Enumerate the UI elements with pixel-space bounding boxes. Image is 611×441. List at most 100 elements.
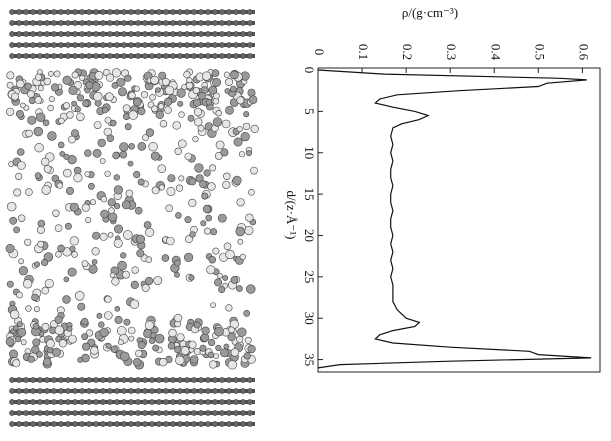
molecule-atom: [143, 221, 152, 229]
carbon-atom: [184, 377, 190, 383]
carbon-atom: [23, 53, 29, 59]
molecule-atom: [82, 99, 90, 107]
molecule-atom: [131, 266, 139, 274]
molecule-atom: [98, 321, 105, 328]
carbon-atom: [240, 42, 246, 48]
molecule-atom: [56, 182, 63, 189]
carbon-atom: [58, 31, 64, 37]
molecule-atom: [113, 185, 123, 195]
molecule-atom: [13, 188, 22, 197]
molecule-atom: [123, 230, 133, 240]
molecule-atom: [74, 290, 85, 301]
molecule-atom: [85, 329, 94, 337]
molecule-atom: [193, 321, 201, 329]
molecule-atom: [185, 235, 194, 244]
molecule-atom: [41, 185, 51, 195]
carbon-atom: [198, 410, 204, 416]
molecule-atom: [197, 124, 205, 132]
carbon-atom: [184, 9, 190, 15]
carbon-atom: [16, 53, 22, 59]
carbon-atom: [107, 20, 113, 26]
molecule-atom: [193, 107, 203, 117]
plot-frame: [317, 67, 601, 373]
carbon-atom: [107, 42, 113, 48]
molecule-atom: [68, 334, 77, 344]
carbon-atom: [177, 377, 183, 383]
molecule-atom: [81, 342, 91, 351]
carbon-atom: [51, 388, 57, 394]
carbon-atom: [128, 9, 134, 15]
molecule-atom: [57, 244, 65, 253]
carbon-atom: [184, 20, 190, 26]
carbon-atom: [163, 399, 169, 405]
carbon-atom: [212, 410, 218, 416]
molecule-atom: [9, 216, 18, 225]
molecule-atom: [159, 119, 168, 128]
molecule-atom: [130, 280, 139, 290]
molecule-atom: [150, 75, 159, 85]
molecule-atom: [107, 198, 116, 207]
carbon-atom: [37, 31, 43, 37]
molecule-atom: [44, 278, 54, 289]
rho-tick-label: 0.6: [576, 44, 591, 61]
molecule-atom: [13, 226, 20, 234]
molecule-atom: [183, 70, 191, 79]
carbon-atom: [30, 42, 36, 48]
molecule-atom: [90, 346, 99, 355]
carbon-atom: [226, 31, 232, 37]
carbon-atom: [142, 53, 148, 59]
carbon-atom: [58, 399, 64, 405]
molecule-atom: [62, 247, 72, 257]
carbon-atom: [114, 399, 120, 405]
carbon-atom: [219, 9, 225, 15]
molecule-atom: [20, 339, 27, 346]
carbon-atom: [58, 388, 64, 394]
carbon-atom: [226, 388, 232, 394]
molecule-atom: [68, 85, 78, 95]
carbon-atom: [107, 9, 113, 15]
molecule-atom: [43, 252, 54, 262]
carbon-atom: [226, 421, 232, 427]
molecule-atom: [84, 171, 91, 177]
molecule-atom: [136, 234, 146, 244]
molecule-atom: [136, 249, 145, 258]
molecule-atom: [208, 85, 218, 95]
carbon-atom: [86, 53, 92, 59]
carbon-atom: [198, 9, 204, 15]
carbon-atom: [212, 31, 218, 37]
molecule-atom: [201, 326, 210, 335]
molecule-atom: [54, 315, 63, 324]
molecule-atom: [6, 280, 14, 288]
carbon-atom: [240, 399, 246, 405]
carbon-atom: [23, 421, 29, 427]
carbon-atom: [247, 31, 253, 37]
carbon-atom: [247, 20, 253, 26]
molecule-atom: [133, 85, 140, 92]
molecule-atom: [80, 317, 89, 326]
molecule-atom: [9, 309, 20, 320]
molecule-atom: [119, 142, 129, 152]
carbon-atom: [79, 42, 85, 48]
molecule-atom: [178, 111, 185, 118]
molecule-atom: [236, 126, 243, 133]
molecule-atom: [174, 271, 180, 278]
carbon-atom: [93, 421, 99, 427]
carbon-atom: [37, 9, 43, 15]
carbon-atom: [142, 31, 148, 37]
carbon-atom: [30, 377, 36, 383]
molecule-atom: [208, 338, 216, 347]
carbon-atom: [23, 388, 29, 394]
molecule-atom: [116, 77, 126, 87]
molecule-atom: [76, 112, 85, 122]
carbon-atom: [65, 399, 71, 405]
molecule-atom: [36, 351, 43, 358]
molecule-atom: [18, 266, 28, 276]
carbon-atom: [93, 42, 99, 48]
carbon-atom: [44, 377, 50, 383]
carbon-atom: [226, 377, 232, 383]
molecule-atom: [46, 339, 55, 349]
carbon-atom: [184, 399, 190, 405]
d-axis-label: d/(z·Å⁻¹): [284, 190, 299, 239]
molecule-atom: [201, 192, 209, 200]
molecule-atom: [212, 247, 220, 255]
